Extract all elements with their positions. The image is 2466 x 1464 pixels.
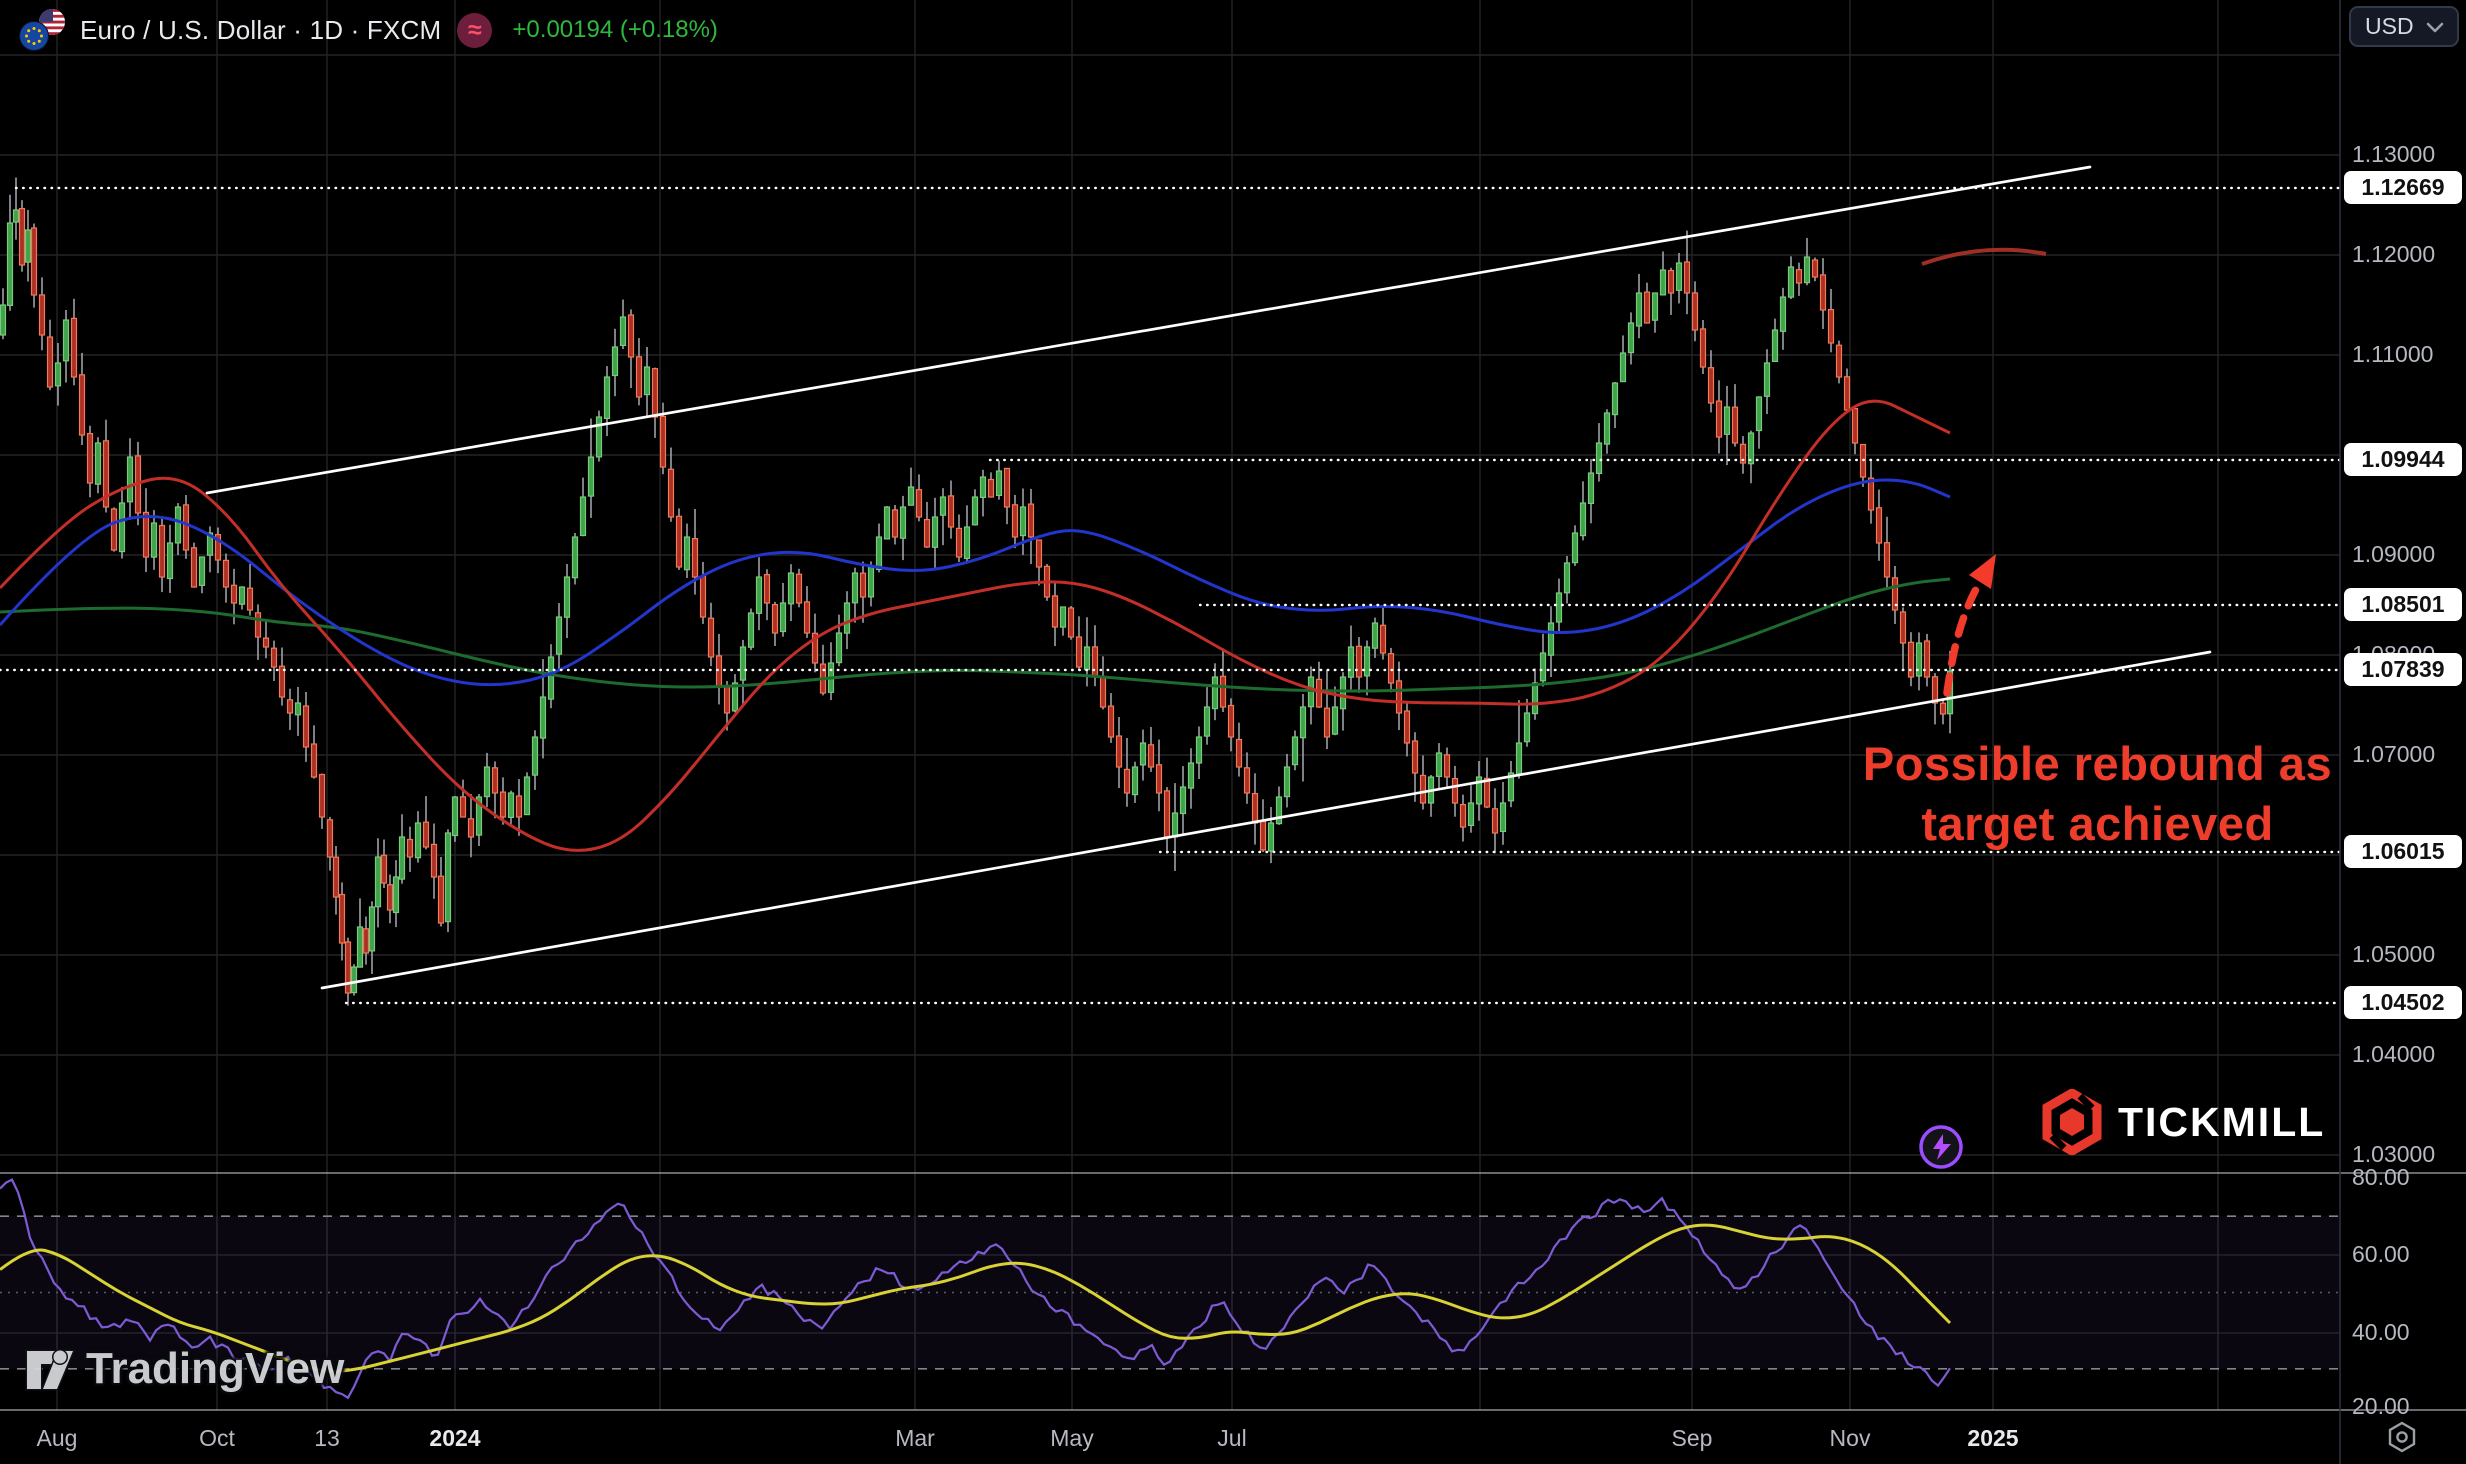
price-tick-1.04000: 1.04000 (2352, 1041, 2436, 1067)
lightning-boost-icon[interactable] (1918, 1124, 1964, 1175)
rsi-pane (0, 1178, 2340, 1400)
symbol-title[interactable]: Euro / U.S. Dollar · 1D · FXCM (80, 14, 442, 45)
price-badge-1.09944[interactable]: 1.09944 (2344, 443, 2462, 476)
rsi-tick-40.00: 40.00 (2352, 1319, 2410, 1345)
tradingview-watermark: TradingView (24, 1344, 344, 1394)
price-badge-1.07839[interactable]: 1.07839 (2344, 653, 2462, 686)
time-label-13: 13 (314, 1425, 340, 1451)
rebound-arrow-head (1969, 554, 1996, 589)
rsi-line (0, 1178, 1951, 1400)
tradingview-watermark-text: TradingView (86, 1344, 345, 1393)
tickmill-logo-icon (2042, 1089, 2102, 1155)
chevron-down-icon (2426, 22, 2444, 32)
time-label-2025: 2025 (1967, 1425, 2019, 1451)
rsi-tick-80.00: 80.00 (2352, 1164, 2410, 1190)
tradingview-logo-icon (25, 1349, 76, 1391)
rsi-tick-20.00: 20.00 (2352, 1393, 2410, 1419)
price-tick-1.03000: 1.03000 (2352, 1141, 2436, 1167)
time-label-May: May (1050, 1425, 1094, 1451)
rebound-annotation: Possible rebound as target achieved (1845, 734, 2350, 854)
symbol-header: Euro / U.S. Dollar · 1D · FXCM ≈ +0.0019… (14, 6, 718, 54)
lower-channel-line[interactable] (320, 650, 2212, 990)
time-label-Nov: Nov (1829, 1425, 1871, 1451)
time-label-Oct: Oct (199, 1425, 235, 1451)
price-change: +0.00194 (+0.18%) (512, 16, 718, 43)
price-badge-1.08501[interactable]: 1.08501 (2344, 588, 2462, 621)
grid (0, 0, 2340, 1410)
price-tick-1.12000: 1.12000 (2352, 241, 2436, 267)
ma-fast-red (0, 399, 1951, 852)
red-curve-annotation[interactable] (1921, 247, 2047, 266)
price-tick-1.07000: 1.07000 (2352, 741, 2436, 767)
rebound-arrow[interactable] (1943, 578, 1984, 697)
rsi-tick-60.00: 60.00 (2352, 1241, 2410, 1267)
time-label-Jul: Jul (1217, 1425, 1247, 1451)
price-tick-1.13000: 1.13000 (2352, 141, 2436, 167)
price-pane (0, 165, 2340, 1006)
rsi-ma-line (0, 1223, 1952, 1373)
ma-mid-blue (0, 478, 1951, 687)
price-badge-1.04502[interactable]: 1.04502 (2344, 986, 2462, 1019)
price-tick-1.05000: 1.05000 (2352, 941, 2436, 967)
time-label-Sep: Sep (1671, 1425, 1713, 1451)
tickmill-logo: TICKMILL (2040, 1089, 2325, 1155)
currency-selector[interactable]: USD (2349, 6, 2459, 47)
price-tick-1.09000: 1.09000 (2352, 541, 2436, 567)
annotation-line-2: target achieved (1921, 797, 2274, 850)
annotation-line-1: Possible rebound as (1862, 737, 2333, 790)
eurusd-flag-icon (19, 9, 65, 51)
axis-settings-icon[interactable] (2384, 1419, 2420, 1460)
tickmill-logo-text: TICKMILL (2118, 1098, 2326, 1145)
price-badge-1.12669[interactable]: 1.12669 (2344, 171, 2462, 204)
currency-value: USD (2365, 13, 2414, 39)
time-label-Mar: Mar (895, 1425, 935, 1451)
upper-channel-line[interactable] (205, 165, 2092, 495)
price-tick-1.11000: 1.11000 (2352, 341, 2434, 367)
time-label-2024: 2024 (429, 1425, 481, 1451)
delayed-data-icon: ≈ (457, 12, 493, 48)
time-label-Aug: Aug (36, 1425, 78, 1451)
price-badge-1.06015[interactable]: 1.06015 (2344, 835, 2462, 868)
